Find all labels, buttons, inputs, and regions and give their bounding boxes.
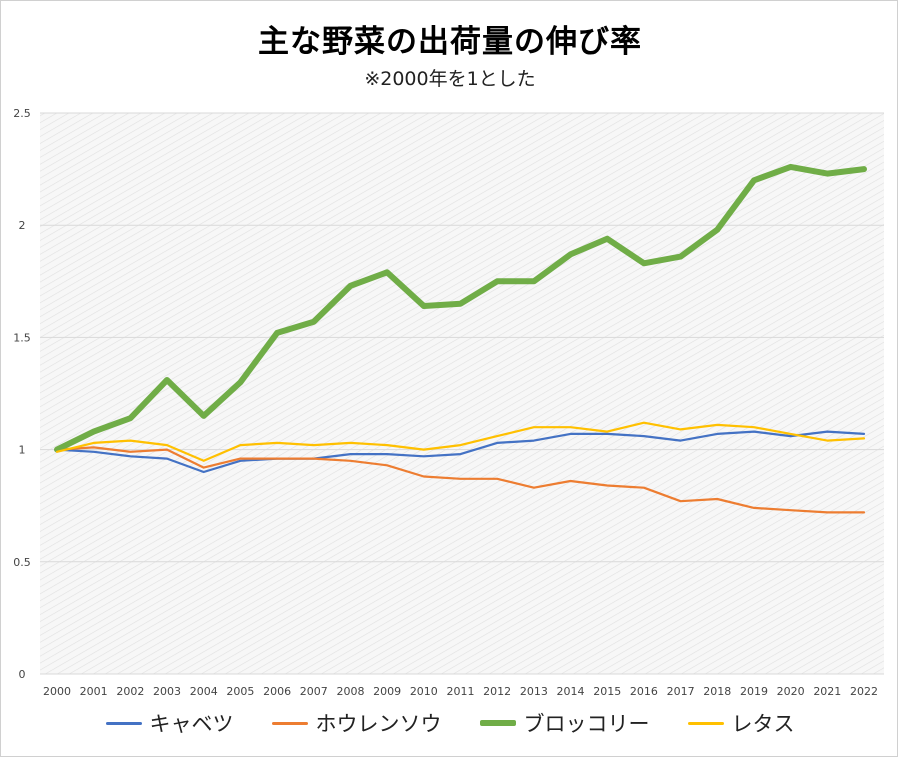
x-tick-label: 2022	[850, 685, 878, 698]
x-tick-label: 2001	[80, 685, 108, 698]
x-tick-label: 2011	[447, 685, 475, 698]
legend-swatch	[687, 721, 724, 725]
x-tick-label: 2005	[226, 685, 254, 698]
series-line-2	[55, 446, 866, 514]
x-tick-label: 2010	[410, 685, 438, 698]
x-axis: 2000 2001 2002 2003 2004 2005 2006 2007 2008 2009…	[43, 685, 878, 698]
y-tick-label: 0	[19, 668, 26, 681]
series-line-4	[55, 421, 866, 462]
x-tick-label: 2004	[190, 685, 218, 698]
legend-label: レタス	[731, 712, 795, 736]
x-tick-label: 2021	[813, 685, 841, 698]
plot-area	[40, 113, 884, 674]
x-tick-label: 2017	[667, 685, 695, 698]
gridlines	[40, 112, 884, 675]
y-tick-label: 1.5	[13, 331, 31, 344]
series-lines	[54, 163, 867, 514]
y-tick-label: 2.5	[13, 107, 31, 120]
y-tick-label: 1	[19, 444, 26, 457]
x-tick-label: 2009	[373, 685, 401, 698]
x-tick-label: 2014	[557, 685, 585, 698]
legend-label: ホウレンソウ	[315, 712, 442, 736]
series-line-3	[54, 163, 867, 453]
legend-label: キャベツ	[149, 712, 234, 736]
x-tick-label: 2015	[593, 685, 621, 698]
x-tick-label: 2003	[153, 685, 181, 698]
y-axis: 0 0.5 1 1.5 2 2.5	[13, 107, 31, 681]
series-line-1	[55, 430, 866, 474]
x-tick-label: 2020	[777, 685, 805, 698]
legend-swatch	[479, 720, 516, 726]
legend: キャベツ ホウレンソウ ブロッコリー レタス	[0, 708, 900, 738]
x-tick-label: 2008	[336, 685, 364, 698]
x-tick-label: 2018	[703, 685, 731, 698]
legend-item: レタス	[687, 708, 795, 738]
legend-item: ホウレンソウ	[271, 708, 442, 738]
chart-subtitle: ※2000年を1とした	[364, 68, 536, 90]
legend-swatch	[105, 721, 142, 725]
legend-item: ブロッコリー	[479, 708, 650, 738]
x-tick-label: 2000	[43, 685, 71, 698]
x-tick-label: 2007	[300, 685, 328, 698]
chart-title: 主な野菜の出荷量の伸び率	[258, 24, 642, 60]
x-tick-label: 2006	[263, 685, 291, 698]
legend-item: キャベツ	[105, 708, 234, 738]
y-tick-label: 0.5	[13, 556, 31, 569]
x-tick-label: 2016	[630, 685, 658, 698]
legend-label: ブロッコリー	[523, 712, 650, 736]
x-tick-label: 2012	[483, 685, 511, 698]
legend-swatch	[271, 721, 308, 725]
x-tick-label: 2002	[116, 685, 144, 698]
x-tick-label: 2019	[740, 685, 768, 698]
y-tick-label: 2	[19, 219, 26, 232]
x-tick-label: 2013	[520, 685, 548, 698]
